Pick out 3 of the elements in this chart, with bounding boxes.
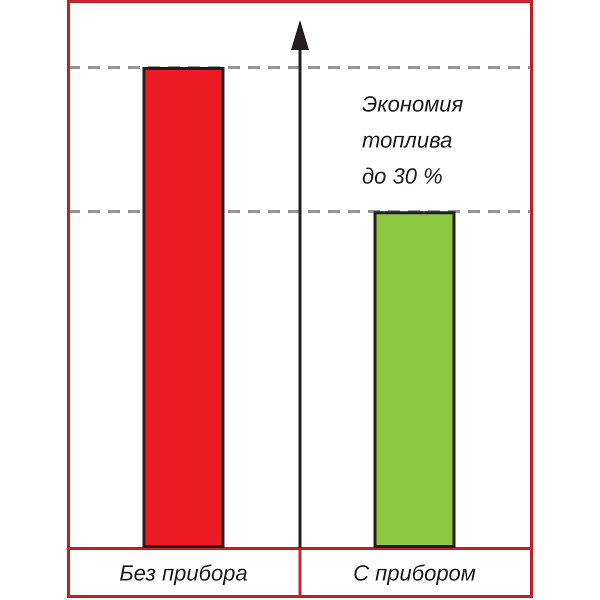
x-tick-label: Без прибора	[119, 560, 248, 586]
annotation: Экономия топлива до 30 %	[362, 92, 464, 188]
x-tick-label: С прибором	[353, 560, 476, 586]
